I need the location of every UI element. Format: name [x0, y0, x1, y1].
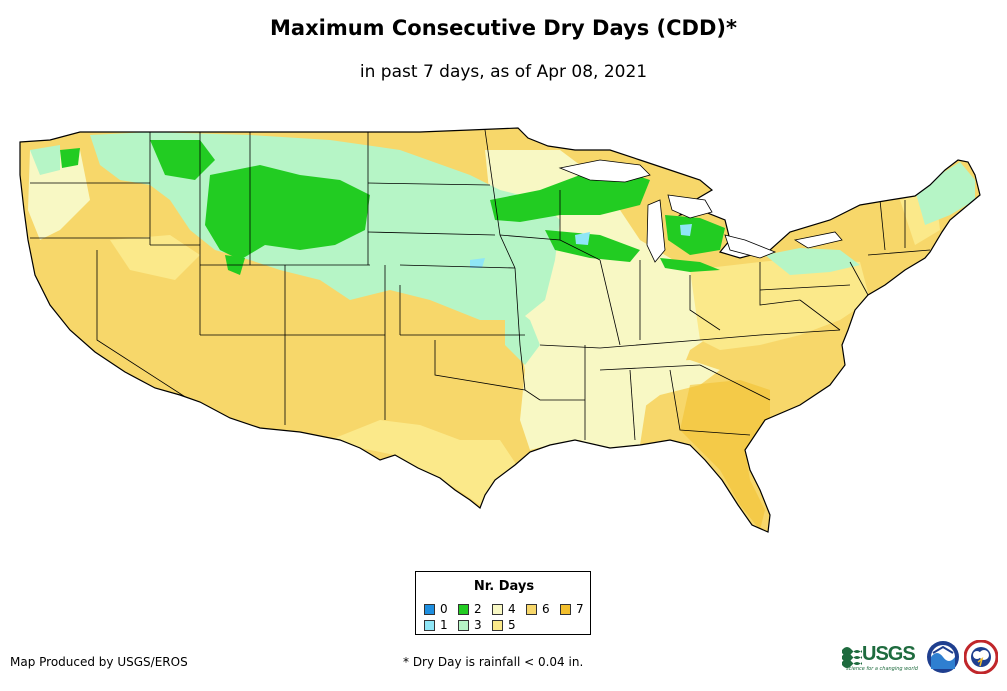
- legend-label: 3: [474, 618, 482, 632]
- legend-item-1: 1: [424, 618, 448, 632]
- map-subtitle: in past 7 days, as of Apr 08, 2021: [359, 62, 648, 82]
- map-credit: Map Produced by USGS/EROS: [10, 655, 188, 669]
- legend-item-4: 4: [492, 602, 516, 616]
- legend-swatch: [492, 603, 503, 615]
- agency-logos: USGS science for a changing world: [842, 638, 1002, 680]
- cdd-map: [19, 127, 981, 533]
- legend-swatch: [526, 603, 537, 615]
- legend-item-5: 5: [492, 618, 516, 632]
- legend-label: 7: [576, 602, 584, 616]
- legend-label: 0: [440, 602, 448, 616]
- legend-item-0: 0: [424, 602, 448, 616]
- legend-swatch: [424, 619, 435, 631]
- legend: Nr. Days 0 1 2 3 4 5 6 7: [415, 571, 591, 635]
- usgs-tagline: science for a changing world: [846, 666, 918, 672]
- legend-item-3: 3: [458, 618, 482, 632]
- dry-day-footnote: * Dry Day is rainfall < 0.04 in.: [403, 655, 584, 669]
- legend-label: 5: [508, 618, 516, 632]
- usgs-logo: USGS: [862, 643, 916, 665]
- legend-label: 2: [474, 602, 482, 616]
- legend-swatch: [492, 619, 503, 631]
- legend-swatch: [458, 603, 469, 615]
- map-title: Maximum Consecutive Dry Days (CDD)*: [270, 16, 737, 40]
- legend-label: 1: [440, 618, 448, 632]
- nws-logo-icon: [964, 640, 998, 674]
- legend-label: 6: [542, 602, 550, 616]
- legend-item-6: 6: [526, 602, 550, 616]
- legend-swatch: [424, 603, 435, 615]
- legend-item-7: 7: [560, 602, 584, 616]
- legend-swatch: [560, 603, 571, 615]
- legend-label: 4: [508, 602, 516, 616]
- noaa-logo-icon: [927, 641, 959, 673]
- legend-item-2: 2: [458, 602, 482, 616]
- legend-title: Nr. Days: [473, 579, 535, 594]
- legend-swatch: [458, 619, 469, 631]
- usgs-wave-icon: [842, 647, 862, 668]
